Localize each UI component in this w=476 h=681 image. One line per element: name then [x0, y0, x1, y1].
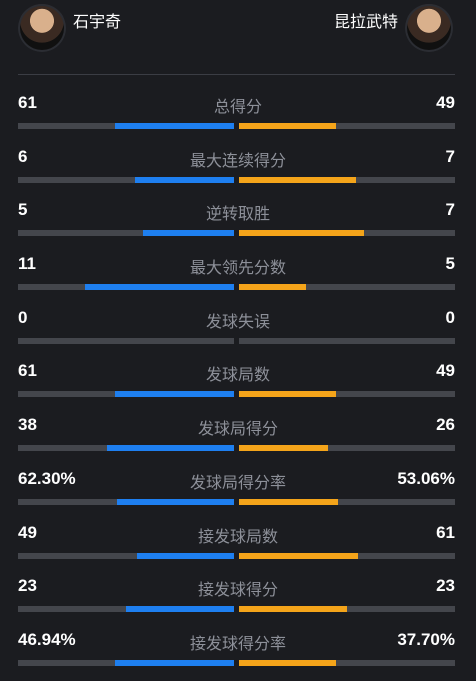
stat-right-value: 7 [445, 200, 455, 220]
stat-left-bar [18, 284, 234, 291]
stat-left-value: 61 [18, 93, 37, 112]
stat-right-value: 49 [436, 361, 455, 381]
stat-row: 23 接发球得分 23 [0, 573, 476, 627]
stat-right-value: 5 [445, 254, 455, 274]
stat-right-bar-fill [239, 606, 347, 613]
stat-label: 发球局得分 [197, 421, 278, 439]
stat-left-bar-fill [135, 176, 234, 183]
stat-right-bar [239, 337, 455, 344]
stat-label: 发球失误 [205, 313, 270, 331]
stat-row: 11 最大领先分数 5 [0, 251, 476, 305]
stat-left-bar-fill [107, 445, 234, 452]
stat-left-bar-fill [143, 230, 234, 237]
stat-left-bar-fill [85, 284, 234, 291]
stat-row: 0 发球失误 0 [0, 305, 476, 359]
stat-right-bar [239, 498, 455, 505]
stat-left-bar [18, 337, 234, 344]
stat-row: 5 逆转取胜 7 [0, 197, 476, 251]
stat-right-value: 49 [436, 93, 455, 112]
stat-right-value: 0 [445, 307, 455, 327]
stat-left-bar [18, 606, 234, 613]
stat-left-bar [18, 230, 234, 237]
stat-left-value: 38 [18, 415, 37, 435]
stat-right-bar [239, 659, 455, 666]
stat-label: 接发球得分率 [189, 635, 286, 653]
stat-right-bar-fill [239, 284, 306, 291]
stat-right-bar-fill [239, 552, 358, 559]
stat-row: 46.94% 接发球得分率 37.70% [0, 627, 476, 681]
stat-left-bar [18, 123, 234, 129]
header-divider [18, 74, 455, 75]
stat-right-value: 23 [436, 576, 455, 596]
player-left-name[interactable]: 石宇奇 [73, 14, 122, 31]
player-left-avatar[interactable] [18, 4, 66, 52]
stat-left-bar [18, 176, 234, 183]
stat-right-bar [239, 284, 455, 291]
stat-row: 38 发球局得分 26 [0, 412, 476, 466]
stat-label: 最大领先分数 [189, 260, 286, 278]
stats-list: 61 总得分 49 6 最大连续得分 7 5 逆转取胜 7 11 最大领先分数 5 0 发球失误 0 61 发球… [0, 90, 476, 681]
stat-left-bar-fill [115, 391, 234, 398]
stat-right-value: 61 [436, 522, 455, 542]
stat-right-bar [239, 552, 455, 559]
stat-left-value: 11 [18, 254, 36, 274]
stat-label: 接发球局数 [197, 528, 278, 546]
stat-left-bar [18, 659, 234, 666]
stat-right-value: 26 [436, 415, 455, 435]
stat-left-value: 61 [18, 361, 37, 381]
stat-row: 62.30% 发球局得分率 53.06% [0, 466, 476, 520]
stat-right-bar [239, 230, 455, 237]
stat-right-bar-fill [239, 445, 328, 452]
stat-right-bar-fill [239, 391, 336, 398]
stat-right-bar-fill [239, 230, 364, 237]
stat-label: 逆转取胜 [205, 206, 270, 224]
stat-left-bar-fill [115, 123, 234, 129]
stat-right-bar [239, 391, 455, 398]
stat-left-bar-fill [115, 659, 234, 666]
stat-right-bar-fill [239, 659, 336, 666]
stat-left-bar [18, 498, 234, 505]
stat-right-bar [239, 123, 455, 129]
stat-left-value: 62.30% [18, 468, 76, 488]
stat-right-value: 53.06% [397, 468, 455, 488]
stat-left-bar-fill [137, 552, 234, 559]
stat-row: 61 发球局数 49 [0, 358, 476, 412]
stat-right-bar [239, 176, 455, 183]
stat-right-bar [239, 445, 455, 452]
stat-right-bar-fill [239, 498, 338, 505]
stat-left-bar [18, 445, 234, 452]
player-right-avatar[interactable] [405, 4, 453, 52]
stat-left-bar [18, 391, 234, 398]
stat-right-bar [239, 606, 455, 613]
stat-left-value: 5 [18, 200, 28, 220]
stat-left-value: 23 [18, 576, 37, 596]
stat-right-value: 37.70% [397, 629, 455, 649]
stat-left-bar [18, 552, 234, 559]
stat-row: 49 接发球局数 61 [0, 520, 476, 574]
stat-right-bar-fill [239, 123, 336, 129]
stat-label: 总得分 [213, 99, 262, 116]
player-right-name[interactable]: 昆拉武特 [333, 14, 398, 31]
stat-left-bar-fill [117, 498, 234, 505]
stat-label: 发球局数 [205, 367, 270, 385]
stat-left-value: 0 [18, 307, 28, 327]
stat-label: 最大连续得分 [189, 152, 286, 170]
stat-left-value: 49 [18, 522, 37, 542]
stat-row: 61 总得分 49 [0, 90, 476, 144]
stat-right-bar-fill [239, 176, 356, 183]
stat-left-value: 46.94% [18, 629, 76, 649]
stat-row: 6 最大连续得分 7 [0, 144, 476, 198]
stat-left-bar-fill [126, 606, 234, 613]
stat-right-value: 7 [445, 146, 455, 166]
stat-label: 接发球得分 [197, 582, 278, 600]
match-header: 石宇奇 昆拉武特 [0, 0, 476, 60]
stat-label: 发球局得分率 [189, 474, 286, 492]
stat-left-value: 6 [18, 146, 28, 166]
